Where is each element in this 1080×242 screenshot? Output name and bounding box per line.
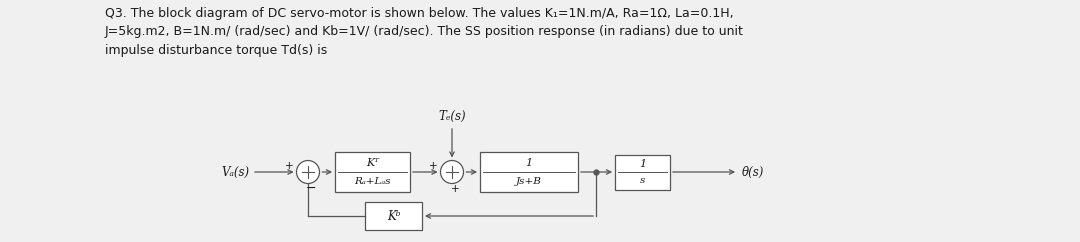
Text: Rₐ+Lₐs: Rₐ+Lₐs [354, 177, 391, 186]
Circle shape [441, 160, 463, 183]
Text: +: + [451, 183, 460, 194]
Text: +: + [429, 161, 437, 171]
Text: 1: 1 [526, 158, 532, 168]
Text: Kᵀ: Kᵀ [366, 158, 379, 168]
Bar [335, 152, 410, 192]
Text: Js+B: Js+B [516, 177, 542, 186]
Text: Tₑ(s): Tₑ(s) [438, 110, 465, 123]
Text: −: − [307, 182, 316, 195]
Bar [615, 154, 670, 189]
Text: Vₐ(s): Vₐ(s) [221, 166, 249, 179]
Text: θ(s): θ(s) [742, 166, 765, 179]
Text: +: + [285, 161, 294, 171]
Text: s: s [639, 175, 645, 185]
Bar [365, 202, 422, 230]
Circle shape [297, 160, 320, 183]
Text: 1: 1 [639, 159, 646, 169]
Text: Q3. The block diagram of DC servo-motor is shown below. The values K₁=1N.m/A, Ra: Q3. The block diagram of DC servo-motor … [105, 7, 744, 57]
Bar [480, 152, 578, 192]
Text: Kᵇ: Kᵇ [387, 210, 401, 222]
